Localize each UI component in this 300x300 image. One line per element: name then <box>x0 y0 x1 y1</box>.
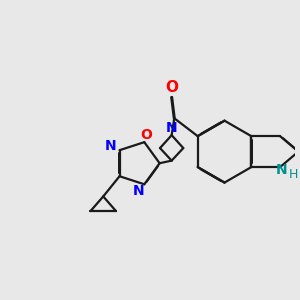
Text: N: N <box>105 139 116 153</box>
Text: N: N <box>166 121 178 135</box>
Text: N: N <box>276 164 288 177</box>
Text: O: O <box>165 80 178 95</box>
Text: H: H <box>289 168 298 181</box>
Text: N: N <box>133 184 144 199</box>
Text: O: O <box>140 128 152 142</box>
